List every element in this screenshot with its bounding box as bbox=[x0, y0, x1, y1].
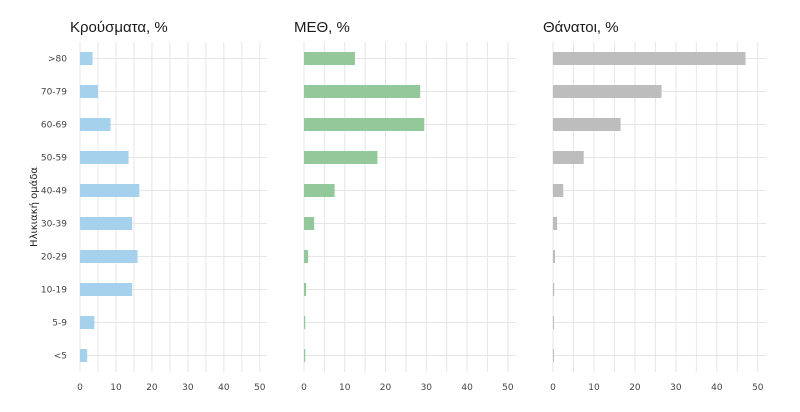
bar-0-9 bbox=[80, 349, 88, 362]
bar-1-5 bbox=[304, 217, 315, 230]
bar-2-4 bbox=[553, 184, 564, 197]
y-tick-label-7: 10-19 bbox=[41, 286, 67, 296]
bar-1-1 bbox=[304, 85, 421, 98]
x-tick-label-panel2: 0 bbox=[550, 383, 556, 393]
bar-0-2 bbox=[80, 118, 111, 131]
bar-1-8 bbox=[304, 316, 306, 329]
y-axis-title: Ηλικιακή ομάδα bbox=[28, 167, 40, 247]
bar-0-3 bbox=[80, 151, 129, 164]
bar-2-0 bbox=[553, 52, 746, 65]
bar-0-6 bbox=[80, 250, 138, 263]
x-tick-label-panel2: 10 bbox=[588, 383, 600, 393]
x-tick-label-panel1: 30 bbox=[421, 383, 433, 393]
x-tick-label-panel2: 50 bbox=[752, 383, 764, 393]
bar-0-7 bbox=[80, 283, 133, 296]
y-tick-label-4: 40-49 bbox=[41, 187, 67, 197]
y-tick-label-9: <5 bbox=[54, 352, 67, 362]
panel-title-0: Κρούσματα, % bbox=[70, 19, 168, 36]
y-tick-label-3: 50-59 bbox=[41, 154, 67, 164]
bar-2-2 bbox=[553, 118, 621, 131]
bar-1-3 bbox=[304, 151, 378, 164]
y-tick-label-5: 30-39 bbox=[41, 220, 67, 230]
x-tick-label-panel0: 20 bbox=[146, 383, 158, 393]
x-tick-label-panel0: 40 bbox=[218, 383, 230, 393]
bar-2-9 bbox=[553, 349, 554, 362]
y-tick-label-0: >80 bbox=[48, 55, 67, 65]
bar-0-0 bbox=[80, 52, 93, 65]
bar-2-6 bbox=[553, 250, 556, 263]
bar-2-1 bbox=[553, 85, 662, 98]
bar-1-0 bbox=[304, 52, 355, 65]
bar-2-3 bbox=[553, 151, 584, 164]
x-tick-label-panel1: 0 bbox=[301, 383, 307, 393]
bar-0-8 bbox=[80, 316, 95, 329]
x-tick-label-panel2: 20 bbox=[629, 383, 641, 393]
panel-title-1: ΜΕΘ, % bbox=[294, 19, 350, 36]
bar-2-5 bbox=[553, 217, 558, 230]
x-tick-label-panel1: 20 bbox=[380, 383, 392, 393]
x-tick-label-panel0: 0 bbox=[77, 383, 83, 393]
bar-0-5 bbox=[80, 217, 133, 230]
y-tick-label-8: 5-9 bbox=[52, 319, 67, 329]
bar-2-8 bbox=[553, 316, 554, 329]
x-tick-label-panel0: 10 bbox=[110, 383, 122, 393]
x-tick-label-panel2: 30 bbox=[670, 383, 682, 393]
x-tick-label-panel1: 40 bbox=[461, 383, 473, 393]
x-tick-label-panel2: 40 bbox=[711, 383, 723, 393]
x-tick-label-panel0: 30 bbox=[182, 383, 194, 393]
bar-0-1 bbox=[80, 85, 98, 98]
bar-1-2 bbox=[304, 118, 425, 131]
y-tick-label-2: 60-69 bbox=[41, 121, 67, 131]
x-tick-label-panel0: 50 bbox=[254, 383, 266, 393]
bar-1-6 bbox=[304, 250, 309, 263]
panel-title-2: Θάνατοι, % bbox=[543, 19, 619, 36]
x-tick-label-panel1: 50 bbox=[502, 383, 514, 393]
x-tick-label-panel1: 10 bbox=[339, 383, 351, 393]
bar-0-4 bbox=[80, 184, 140, 197]
y-tick-label-6: 20-29 bbox=[41, 253, 67, 263]
bar-1-7 bbox=[304, 283, 307, 296]
bar-1-4 bbox=[304, 184, 335, 197]
bar-1-9 bbox=[304, 349, 306, 362]
y-tick-label-1: 70-79 bbox=[41, 88, 67, 98]
bar-2-7 bbox=[553, 283, 555, 296]
